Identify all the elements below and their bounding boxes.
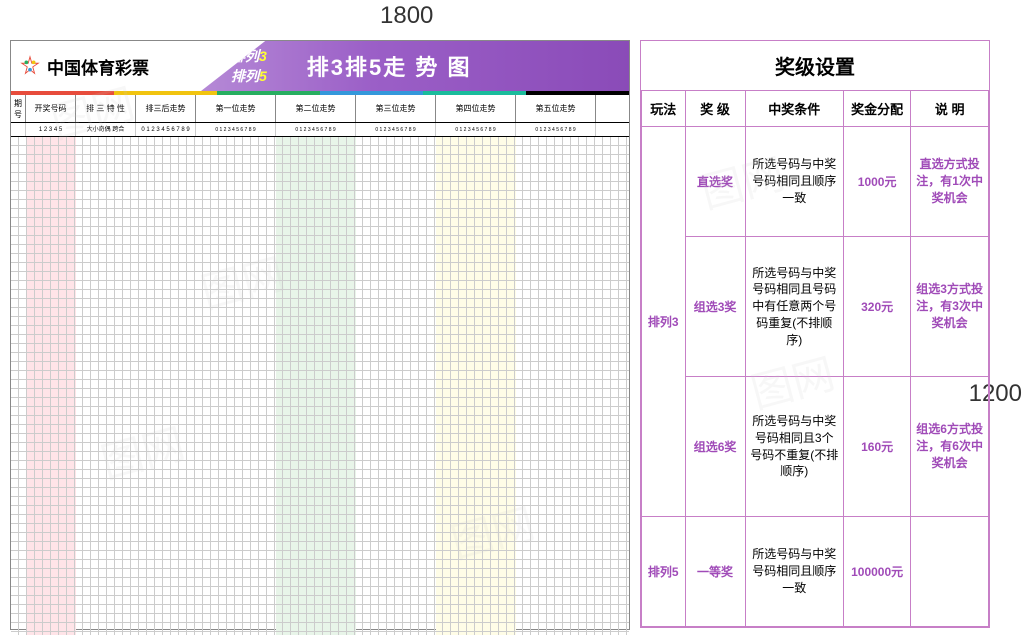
prize-title: 奖级设置 (641, 41, 989, 90)
sub-blank (11, 123, 26, 136)
sub-012: 0 1 2 3 4 5 6 7 8 9 (136, 123, 196, 136)
column-headers: 期号 开奖号码 排 三 特 性 排三后走势 第一位走势 第二位走势 第三位走势 … (11, 95, 629, 123)
col-pos4: 第四位走势 (436, 95, 516, 122)
brand-text: 中国体育彩票 (47, 54, 149, 79)
sub-d2: 0 1 2 3 4 5 6 7 8 9 (276, 123, 356, 136)
cell-game-pl3: 排列3 (642, 127, 686, 517)
col-kaijiang: 开奖号码 (26, 95, 76, 122)
col-pos5: 第五位走势 (516, 95, 596, 122)
cell-note (911, 517, 989, 627)
prize-table-panel: 奖级设置 玩法 奖 级 中奖条件 奖金分配 说 明 排列3 直选奖 所选号码与中… (640, 40, 990, 628)
cell-note: 组选6方式投注，有6次中奖机会 (911, 377, 989, 517)
cell-cond: 所选号码与中奖号码相同且顺序一致 (745, 127, 843, 237)
dimension-width: 1800 (380, 2, 433, 30)
trend-chart-panel: 中国体育彩票 排列3 排列5 排3排5走 势 图 期号 开奖号码 排 三 特 性… (10, 40, 630, 630)
th-level: 奖 级 (685, 91, 745, 127)
header-bar: 中国体育彩票 排列3 排列5 排3排5走 势 图 (11, 41, 629, 91)
cell-level: 组选6奖 (685, 377, 745, 517)
col-pos3: 第三位走势 (356, 95, 436, 122)
lottery-logo-icon (19, 55, 41, 77)
grid-area (11, 137, 629, 635)
cell-level: 组选3奖 (685, 237, 745, 377)
sub-nums: 1 2 3 4 5 (26, 123, 76, 136)
cell-amt: 100000元 (843, 517, 910, 627)
cell-level: 直选奖 (685, 127, 745, 237)
cell-cond: 所选号码与中奖号码相同且顺序一致 (745, 517, 843, 627)
prize-header-row: 玩法 奖 级 中奖条件 奖金分配 说 明 (642, 91, 989, 127)
pailei5-label: 排列5 (231, 66, 267, 86)
col-pos2: 第二位走势 (276, 95, 356, 122)
cell-cond: 所选号码与中奖号码相同且号码中有任意两个号码重复(不排顺序) (745, 237, 843, 377)
prize-table: 玩法 奖 级 中奖条件 奖金分配 说 明 排列3 直选奖 所选号码与中奖号码相同… (641, 90, 989, 627)
th-cond: 中奖条件 (745, 91, 843, 127)
grid-lines (11, 137, 629, 635)
col-pos1: 第一位走势 (196, 95, 276, 122)
cell-game-pl5: 排列5 (642, 517, 686, 627)
prize-row: 排列5 一等奖 所选号码与中奖号码相同且顺序一致 100000元 (642, 517, 989, 627)
logo-area: 中国体育彩票 (11, 54, 201, 79)
col-texing: 排 三 特 性 (76, 95, 136, 122)
cell-amt: 160元 (843, 377, 910, 517)
col-houzs: 排三后走势 (136, 95, 196, 122)
sub-d4: 0 1 2 3 4 5 6 7 8 9 (436, 123, 516, 136)
sub-d5: 0 1 2 3 4 5 6 7 8 9 (516, 123, 596, 136)
cell-level: 一等奖 (685, 517, 745, 627)
chart-title: 排3排5走 势 图 (307, 50, 472, 82)
sub-d3: 0 1 2 3 4 5 6 7 8 9 (356, 123, 436, 136)
cell-amt: 1000元 (843, 127, 910, 237)
prize-row: 排列3 直选奖 所选号码与中奖号码相同且顺序一致 1000元 直选方式投注，有1… (642, 127, 989, 237)
col-qihao: 期号 (11, 95, 26, 122)
prize-row: 组选6奖 所选号码与中奖号码相同且3个号码不重复(不排顺序) 160元 组选6方… (642, 377, 989, 517)
cell-note: 直选方式投注，有1次中奖机会 (911, 127, 989, 237)
cell-amt: 320元 (843, 237, 910, 377)
sub-props: 大小奇偶 跨合 (76, 123, 136, 136)
th-game: 玩法 (642, 91, 686, 127)
pailei3-label: 排列3 (231, 46, 267, 66)
purple-banner: 排列3 排列5 排3排5走 势 图 (201, 41, 629, 91)
th-amt: 奖金分配 (843, 91, 910, 127)
prize-row: 组选3奖 所选号码与中奖号码相同且号码中有任意两个号码重复(不排顺序) 320元… (642, 237, 989, 377)
sub-headers: 1 2 3 4 5 大小奇偶 跨合 0 1 2 3 4 5 6 7 8 9 0 … (11, 123, 629, 137)
cell-note: 组选3方式投注，有3次中奖机会 (911, 237, 989, 377)
pailei-labels: 排列3 排列5 (231, 46, 267, 86)
cell-cond: 所选号码与中奖号码相同且3个号码不重复(不排顺序) (745, 377, 843, 517)
sub-d1: 0 1 2 3 4 5 6 7 8 9 (196, 123, 276, 136)
th-note: 说 明 (911, 91, 989, 127)
